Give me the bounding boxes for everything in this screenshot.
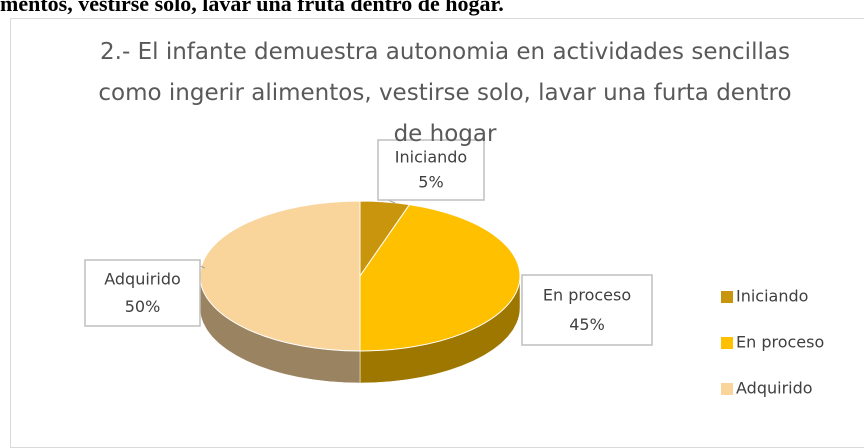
document-heading: mentos, vestirse solo, lavar una fruta d… [0,0,504,16]
label-box [377,139,485,201]
data-label-category: Iniciando [395,148,467,167]
data-label-value: 5% [418,173,443,192]
label-box [84,259,201,327]
label-leader [199,265,206,269]
legend-label: En proceso [736,333,824,352]
data-label-value: 50% [125,297,161,316]
legend-swatch [721,291,733,303]
data-label-value: 45% [569,315,605,334]
data-label-category: Adquirido [104,269,181,288]
label-box [521,274,653,346]
legend-label: Adquirido [736,379,813,398]
chart-title: 2.- El infante demuestra autonomia en ac… [98,39,792,147]
legend-swatch [721,383,733,395]
data-label-category: En proceso [543,286,631,305]
legend-label: Iniciando [736,287,808,306]
pie-slice [359,204,521,352]
legend-swatch [721,337,733,349]
